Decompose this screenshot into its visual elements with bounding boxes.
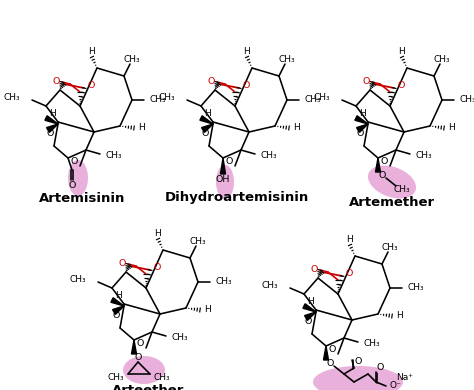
Polygon shape xyxy=(45,116,58,124)
Polygon shape xyxy=(303,304,316,312)
Polygon shape xyxy=(356,124,368,132)
Text: O: O xyxy=(346,269,354,278)
Text: O⁻: O⁻ xyxy=(390,381,402,390)
Polygon shape xyxy=(355,116,368,124)
Text: CH₃: CH₃ xyxy=(434,55,450,64)
Text: O: O xyxy=(363,78,370,87)
Text: O: O xyxy=(88,82,95,90)
Text: O: O xyxy=(243,82,250,90)
Text: H: H xyxy=(204,110,211,119)
Text: O: O xyxy=(112,312,120,321)
Text: CH₃: CH₃ xyxy=(108,374,124,383)
Text: H: H xyxy=(89,46,95,55)
Polygon shape xyxy=(201,124,213,132)
Polygon shape xyxy=(112,306,124,314)
Text: H: H xyxy=(359,110,366,119)
Text: O: O xyxy=(226,156,233,165)
Text: H: H xyxy=(204,305,211,314)
Text: O: O xyxy=(53,78,60,87)
Ellipse shape xyxy=(313,366,403,390)
Text: CH₃: CH₃ xyxy=(154,374,171,383)
Text: Artemisinin: Artemisinin xyxy=(39,191,125,204)
Text: O: O xyxy=(310,266,318,275)
Text: Na⁺: Na⁺ xyxy=(396,374,413,383)
Text: O: O xyxy=(134,353,142,362)
Text: O: O xyxy=(356,129,364,138)
Text: CH₃: CH₃ xyxy=(124,55,140,64)
Text: CH₃: CH₃ xyxy=(261,282,278,291)
Text: O: O xyxy=(68,181,76,190)
Text: H: H xyxy=(307,298,314,307)
Text: CH₃: CH₃ xyxy=(279,55,295,64)
Text: CH₃: CH₃ xyxy=(3,94,20,103)
Text: CH₃: CH₃ xyxy=(158,94,175,103)
Text: H: H xyxy=(49,110,56,119)
Text: CH₃: CH₃ xyxy=(394,186,410,195)
Text: O: O xyxy=(304,317,312,326)
Text: H: H xyxy=(138,124,145,133)
Text: CH₃: CH₃ xyxy=(364,339,381,347)
Ellipse shape xyxy=(216,165,234,199)
Text: H: H xyxy=(399,46,405,55)
Text: OH: OH xyxy=(216,176,230,184)
Text: CH₃: CH₃ xyxy=(106,151,123,160)
Text: CH₃: CH₃ xyxy=(416,151,433,160)
Text: CH₃: CH₃ xyxy=(150,96,167,105)
Text: O: O xyxy=(398,82,405,90)
Text: Arteether: Arteether xyxy=(112,383,184,390)
Text: H: H xyxy=(448,124,455,133)
Polygon shape xyxy=(200,116,213,124)
Text: O: O xyxy=(381,156,388,165)
Polygon shape xyxy=(131,340,137,354)
Polygon shape xyxy=(305,312,316,321)
Text: O: O xyxy=(378,172,386,181)
Text: O: O xyxy=(354,358,362,367)
Text: O: O xyxy=(201,129,209,138)
Text: O: O xyxy=(118,259,126,268)
Text: CH₃: CH₃ xyxy=(261,151,278,160)
Text: Artemether: Artemether xyxy=(349,195,435,209)
Text: H: H xyxy=(115,291,122,301)
Text: CH₃: CH₃ xyxy=(190,236,206,245)
Ellipse shape xyxy=(368,165,416,199)
Text: CH₃: CH₃ xyxy=(69,275,86,284)
Text: O: O xyxy=(208,78,215,87)
Text: CH₃: CH₃ xyxy=(305,96,322,105)
Text: CH₃: CH₃ xyxy=(408,284,425,292)
Text: H: H xyxy=(346,234,354,243)
Text: O: O xyxy=(137,339,144,347)
Polygon shape xyxy=(220,158,226,174)
Text: O: O xyxy=(376,363,383,372)
Text: CH₃: CH₃ xyxy=(382,243,398,252)
Text: CH₃: CH₃ xyxy=(172,333,189,342)
Text: H: H xyxy=(396,312,403,321)
Text: CH₃: CH₃ xyxy=(313,94,330,103)
Text: O: O xyxy=(46,129,54,138)
Polygon shape xyxy=(375,158,381,172)
Text: H: H xyxy=(293,124,300,133)
Polygon shape xyxy=(111,298,124,306)
Polygon shape xyxy=(323,346,328,360)
Polygon shape xyxy=(46,124,58,132)
Text: O: O xyxy=(71,156,78,165)
Text: H: H xyxy=(155,229,161,238)
Text: O: O xyxy=(326,360,334,369)
Text: O: O xyxy=(154,264,161,273)
Text: H: H xyxy=(244,46,250,55)
Ellipse shape xyxy=(123,356,165,384)
Text: Dihydroartemisinin: Dihydroartemisinin xyxy=(165,191,309,204)
Text: CH₃: CH₃ xyxy=(460,96,474,105)
Text: CH₃: CH₃ xyxy=(216,278,233,287)
Ellipse shape xyxy=(68,160,88,196)
Text: O: O xyxy=(328,344,336,353)
